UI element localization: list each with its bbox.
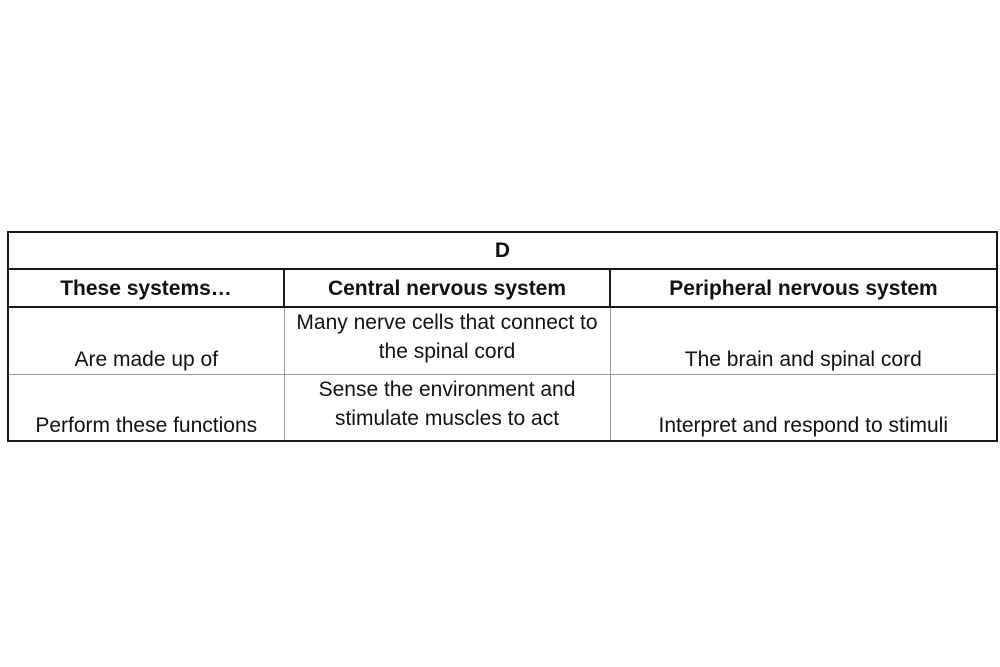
header-these-systems: These systems… [8,269,285,308]
central-made-up-of-cell: Many nerve cells that connect to the spi… [284,307,611,375]
peripheral-functions-cell: Interpret and respond to stimuli [658,414,949,437]
table-title-row: D [8,232,998,270]
table-header-row: These systems… Central nervous system Pe… [8,269,998,308]
table-row: Are made up of Many nerve cells that con… [8,307,998,375]
row-label-functions: Perform these functions [8,374,285,441]
table-title: D [8,232,998,270]
header-central-nervous-system: Central nervous system [284,269,611,308]
row-label-made-up-of: Are made up of [8,307,285,375]
peripheral-made-up-of-cell: The brain and spinal cord [610,307,998,375]
header-peripheral-nervous-system: Peripheral nervous system [610,269,998,308]
central-functions-cell: Sense the environment and stimulate musc… [284,374,611,441]
nervous-system-table: D These systems… Central nervous system … [7,231,999,442]
table-row: Perform these functions Sense the enviro… [8,374,997,441]
